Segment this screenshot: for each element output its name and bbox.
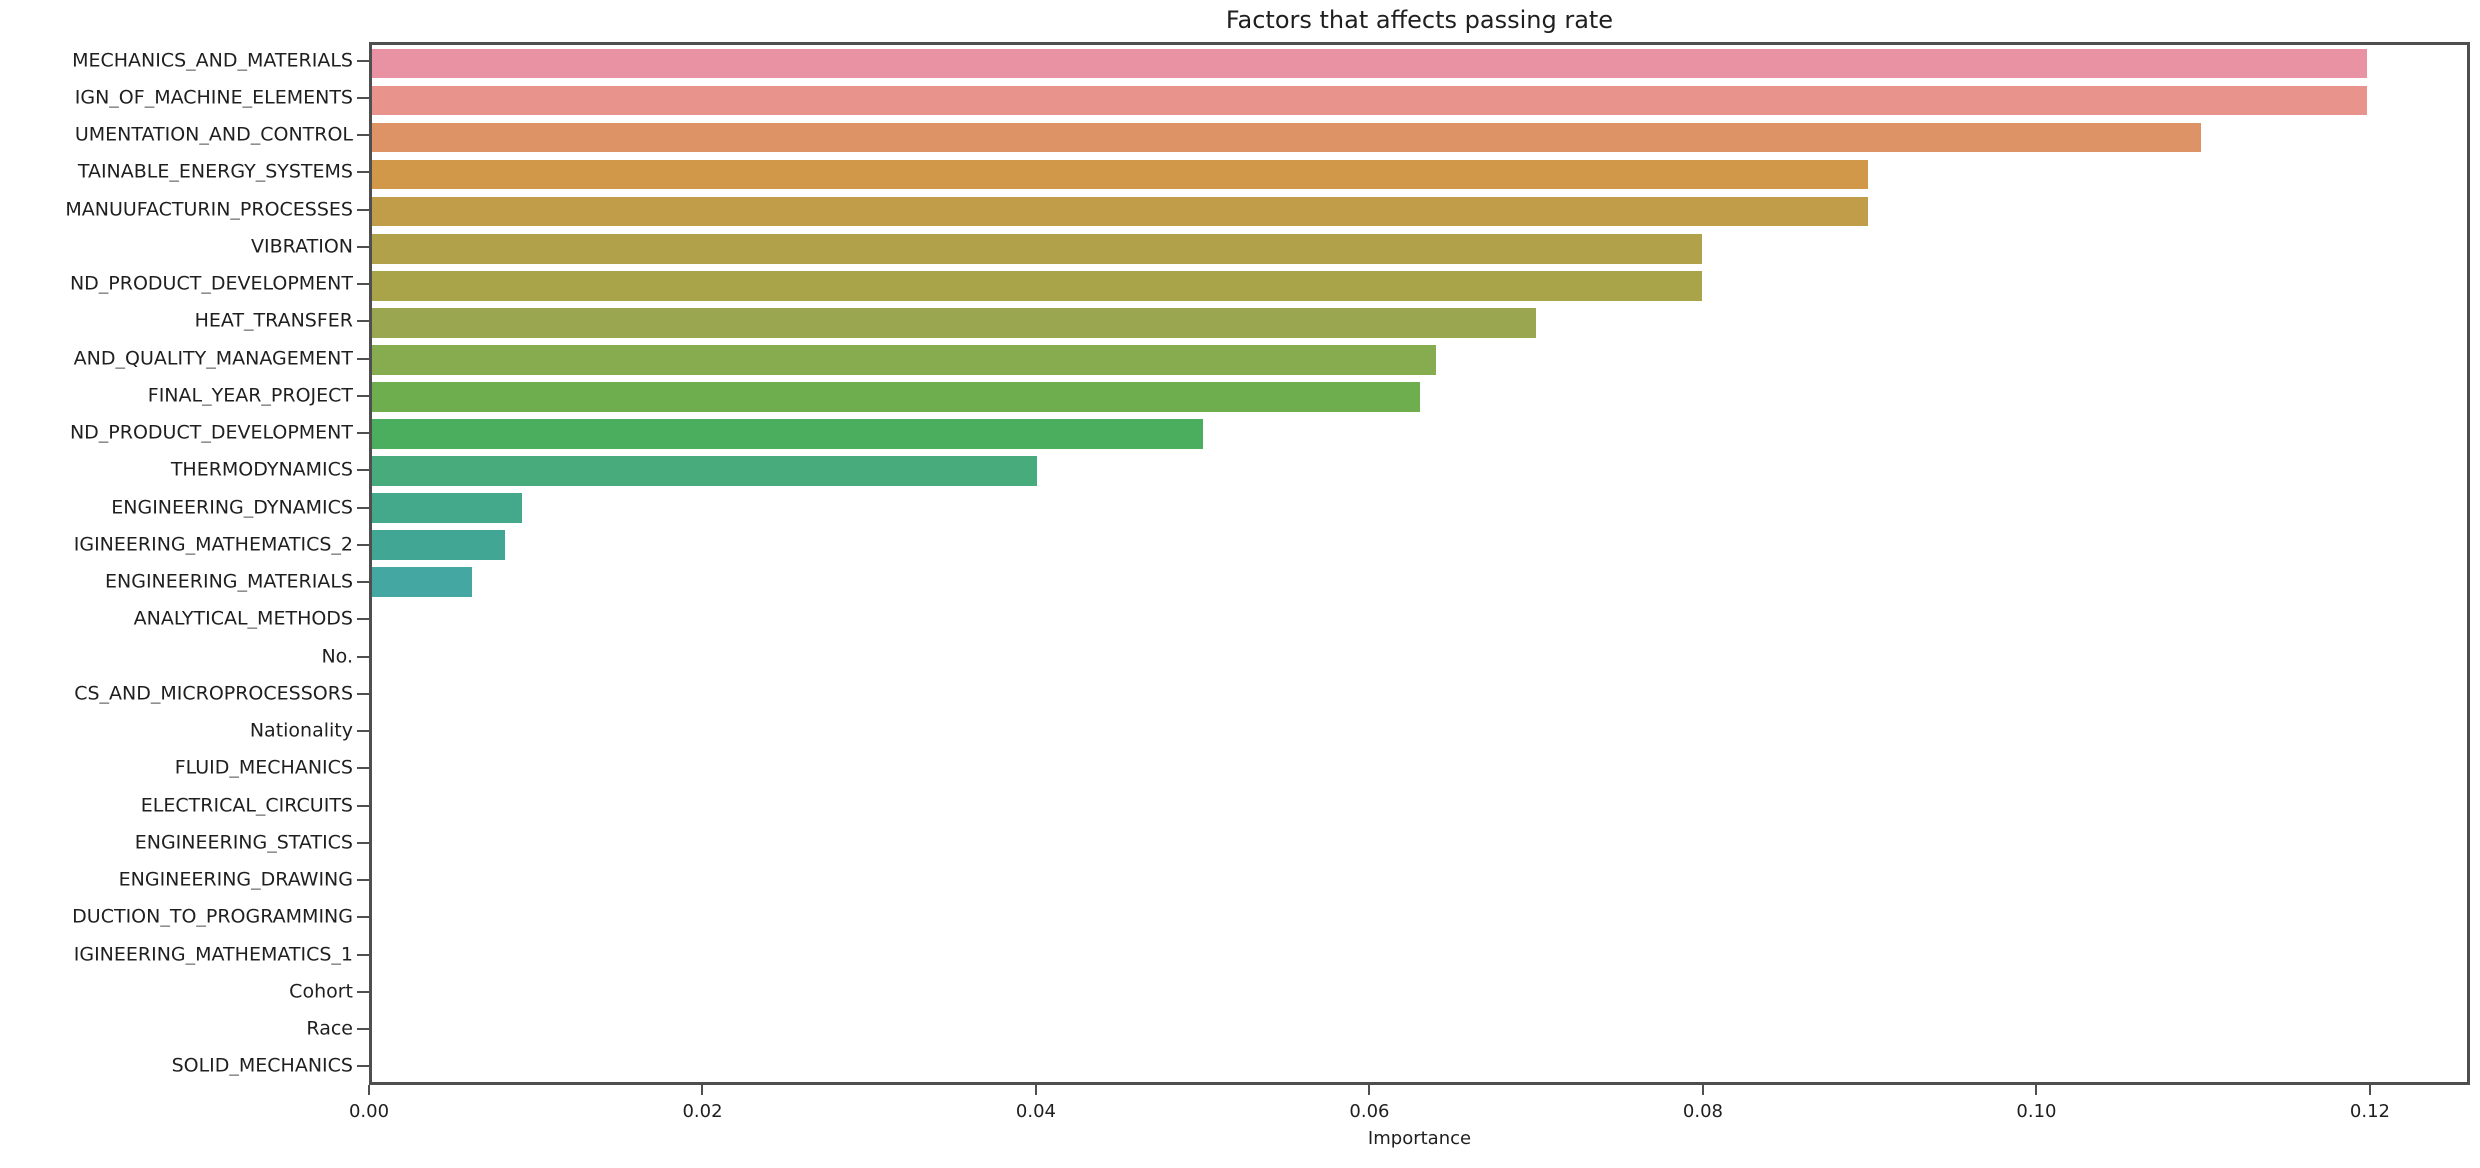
y-tick-label: ENGINEERING_MATERIALS <box>105 572 353 592</box>
y-tick-mark <box>357 990 369 993</box>
y-tick-label: DUCTION_TO_PROGRAMMING <box>72 907 353 927</box>
bar <box>372 344 1437 375</box>
x-tick-mark <box>368 1085 370 1095</box>
y-tick-label: FLUID_MECHANICS <box>174 758 353 778</box>
x-tick-mark <box>1368 1085 1371 1095</box>
y-tick-label: VIBRATION <box>251 237 353 257</box>
bar <box>372 233 1703 264</box>
y-tick-label: ENGINEERING_DRAWING <box>118 870 353 890</box>
y-tick-mark <box>357 208 369 211</box>
x-tick-mark <box>1701 1085 1704 1095</box>
bar <box>372 530 506 560</box>
y-tick-mark <box>357 841 369 844</box>
y-tick-label: No. <box>321 647 353 667</box>
y-tick-mark <box>357 767 369 770</box>
y-tick-mark <box>357 469 369 472</box>
x-tick-mark <box>2368 1085 2371 1095</box>
y-tick-label: IGN_OF_MACHINE_ELEMENTS <box>74 88 353 108</box>
y-tick-label: ENGINEERING_STATICS <box>134 833 353 853</box>
y-tick-mark <box>357 357 369 360</box>
y-tick-mark <box>357 283 369 286</box>
y-tick-mark <box>357 581 369 584</box>
y-tick-label: Race <box>306 1019 353 1039</box>
x-tick-label: 0.02 <box>682 1101 723 1122</box>
x-tick-mark <box>1034 1085 1037 1095</box>
y-tick-label: THERMODYNAMICS <box>170 460 353 480</box>
y-tick-mark <box>357 134 369 137</box>
y-tick-mark <box>357 1065 369 1068</box>
x-tick-label: 0.08 <box>1682 1101 1723 1122</box>
y-tick-label: UMENTATION_AND_CONTROL <box>74 125 353 145</box>
y-tick-label: TAINABLE_ENERGY_SYSTEMS <box>77 162 353 182</box>
y-tick-mark <box>357 245 369 248</box>
y-tick-label: IGINEERING_MATHEMATICS_2 <box>73 535 353 555</box>
plot-area <box>369 42 2470 1085</box>
y-axis-ticks <box>357 42 369 1085</box>
bar <box>372 48 2368 79</box>
y-tick-label: FINAL_YEAR_PROJECT <box>147 386 353 406</box>
y-tick-mark <box>357 59 369 62</box>
y-tick-label: MANUUFACTURIN_PROCESSES <box>65 200 353 220</box>
bar <box>372 196 1869 227</box>
bar <box>372 159 1869 190</box>
chart-title: Factors that affects passing rate <box>1225 6 1614 34</box>
y-tick-mark <box>357 618 369 621</box>
x-tick-mark <box>2035 1085 2038 1095</box>
y-tick-label: CS_AND_MICROPROCESSORS <box>74 684 353 704</box>
y-tick-mark <box>357 432 369 435</box>
bar <box>372 270 1703 301</box>
x-tick-label: 0.10 <box>2016 1101 2057 1122</box>
x-tick-mark <box>701 1085 704 1095</box>
bar <box>372 382 1420 412</box>
y-tick-label: MECHANICS_AND_MATERIALS <box>72 51 353 71</box>
y-tick-mark <box>357 1028 369 1031</box>
y-tick-label: ND_PRODUCT_DEVELOPMENT <box>69 423 353 443</box>
y-axis-labels: MECHANICS_AND_MATERIALS IGN_OF_MACHINE_EL… <box>0 42 353 1085</box>
bar <box>372 122 2201 153</box>
y-tick-mark <box>357 394 369 397</box>
bar <box>372 567 472 597</box>
y-tick-mark <box>357 953 369 956</box>
y-tick-label: Cohort <box>289 982 353 1002</box>
y-tick-mark <box>357 692 369 695</box>
x-tick-label: 0.12 <box>2349 1101 2390 1122</box>
x-tick-label: 0.04 <box>1015 1101 1057 1122</box>
y-tick-mark <box>357 655 369 658</box>
y-tick-mark <box>357 804 369 807</box>
bar <box>372 419 1204 449</box>
bar <box>372 456 1038 486</box>
y-tick-label: IGINEERING_MATHEMATICS_1 <box>73 945 353 965</box>
y-tick-mark <box>357 879 369 882</box>
y-tick-mark <box>357 543 369 546</box>
y-tick-mark <box>357 506 369 509</box>
bar <box>372 85 2368 116</box>
y-tick-mark <box>357 96 369 99</box>
y-tick-mark <box>357 730 369 733</box>
y-tick-mark <box>357 320 369 323</box>
bar <box>372 307 1536 338</box>
x-tick-label: 0.06 <box>1349 1101 1390 1122</box>
bars-container <box>372 45 2467 1082</box>
y-tick-label: ND_PRODUCT_DEVELOPMENT <box>69 274 353 294</box>
y-tick-label: HEAT_TRANSFER <box>194 311 353 331</box>
y-tick-mark <box>357 916 369 919</box>
y-tick-label: SOLID_MECHANICS <box>171 1056 353 1076</box>
x-tick-label: 0.00 <box>348 1101 390 1122</box>
y-tick-label: AND_QUALITY_MANAGEMENT <box>73 349 353 369</box>
y-tick-label: Nationality <box>249 721 353 741</box>
y-tick-label: ANALYTICAL_METHODS <box>133 609 353 629</box>
y-tick-label: ENGINEERING_DYNAMICS <box>111 498 353 518</box>
y-tick-mark <box>357 171 369 174</box>
x-axis-title: Importance <box>1367 1128 1472 1149</box>
x-axis: 0.00 0.02 0.04 0.06 0.08 0.10 0.12 <box>349 1085 2470 1155</box>
bar <box>372 493 522 523</box>
y-tick-label: ELECTRICAL_CIRCUITS <box>140 796 353 816</box>
